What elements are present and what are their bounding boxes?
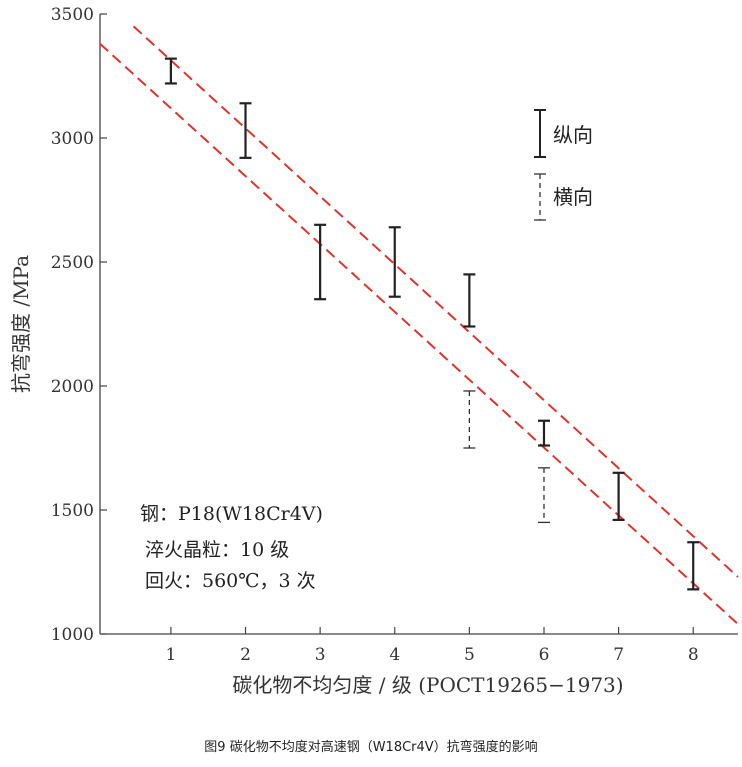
notes: 钢：P18(W18Cr4V) 淬火晶粒：10 级 回火：560℃，3 次 bbox=[140, 503, 323, 592]
y-tick-label-5: 3500 bbox=[51, 5, 94, 25]
longitudinal-error-bar-2 bbox=[314, 223, 327, 301]
legend-marker-longitudinal bbox=[534, 109, 546, 158]
y-tick-label-4: 3000 bbox=[51, 129, 94, 149]
y-tick-label-2: 2000 bbox=[51, 377, 94, 397]
x-tick-label-2: 3 bbox=[315, 645, 326, 665]
transverse-error-bar-1 bbox=[537, 467, 550, 524]
x-tick-label-1: 2 bbox=[240, 645, 251, 665]
reference-line-0 bbox=[132, 25, 739, 578]
transverse-error-bar-0 bbox=[463, 390, 476, 449]
x-tick-label-5: 6 bbox=[539, 645, 550, 665]
y-tick-label-1: 1500 bbox=[51, 501, 94, 521]
axes bbox=[99, 14, 738, 635]
x-tick-label-7: 8 bbox=[688, 645, 699, 665]
note-steel: 钢：P18(W18Cr4V) bbox=[140, 503, 323, 525]
reference-line-1 bbox=[99, 43, 739, 625]
longitudinal-error-bar-5 bbox=[537, 419, 550, 447]
legend-label-transverse: 横向 bbox=[553, 185, 593, 209]
longitudinal-error-bar-4 bbox=[463, 273, 476, 328]
y-axis-title: 抗弯强度 /MPa bbox=[9, 255, 33, 393]
longitudinal-error-bar-6 bbox=[612, 471, 625, 522]
note-grain: 淬火晶粒：10 级 bbox=[145, 539, 289, 561]
longitudinal-error-bar-3 bbox=[388, 226, 401, 298]
chart: 1 2 3 4 5 6 7 8 1000 1500 2000 2500 3000 3500 碳化物不均匀… bbox=[9, 5, 739, 697]
legend: 纵向 横向 bbox=[534, 109, 593, 221]
reference-lines bbox=[99, 25, 739, 625]
longitudinal-error-bar-7 bbox=[687, 541, 700, 591]
y-tick-label-3: 2500 bbox=[51, 253, 94, 273]
x-tick-label-0: 1 bbox=[165, 645, 176, 665]
x-axis-title: 碳化物不均匀度 / 级 (POCT19265−1973) bbox=[232, 673, 623, 697]
legend-label-longitudinal: 纵向 bbox=[553, 123, 593, 147]
y-tick-label-0: 1000 bbox=[51, 625, 94, 645]
note-temper: 回火：560℃，3 次 bbox=[145, 570, 316, 592]
x-ticks: 1 2 3 4 5 6 7 8 bbox=[165, 627, 699, 665]
longitudinal-error-bar-1 bbox=[239, 102, 252, 159]
legend-marker-transverse bbox=[534, 173, 546, 221]
x-tick-label-3: 4 bbox=[389, 645, 400, 665]
error-bars bbox=[164, 57, 700, 591]
x-tick-label-4: 5 bbox=[464, 645, 475, 665]
figure-caption: 图9 碳化物不均度对高速钢（W18Cr4V）抗弯强度的影响 bbox=[204, 740, 538, 755]
longitudinal-error-bar-0 bbox=[164, 57, 177, 85]
x-tick-label-6: 7 bbox=[613, 645, 624, 665]
y-ticks: 1000 1500 2000 2500 3000 3500 bbox=[51, 5, 107, 645]
